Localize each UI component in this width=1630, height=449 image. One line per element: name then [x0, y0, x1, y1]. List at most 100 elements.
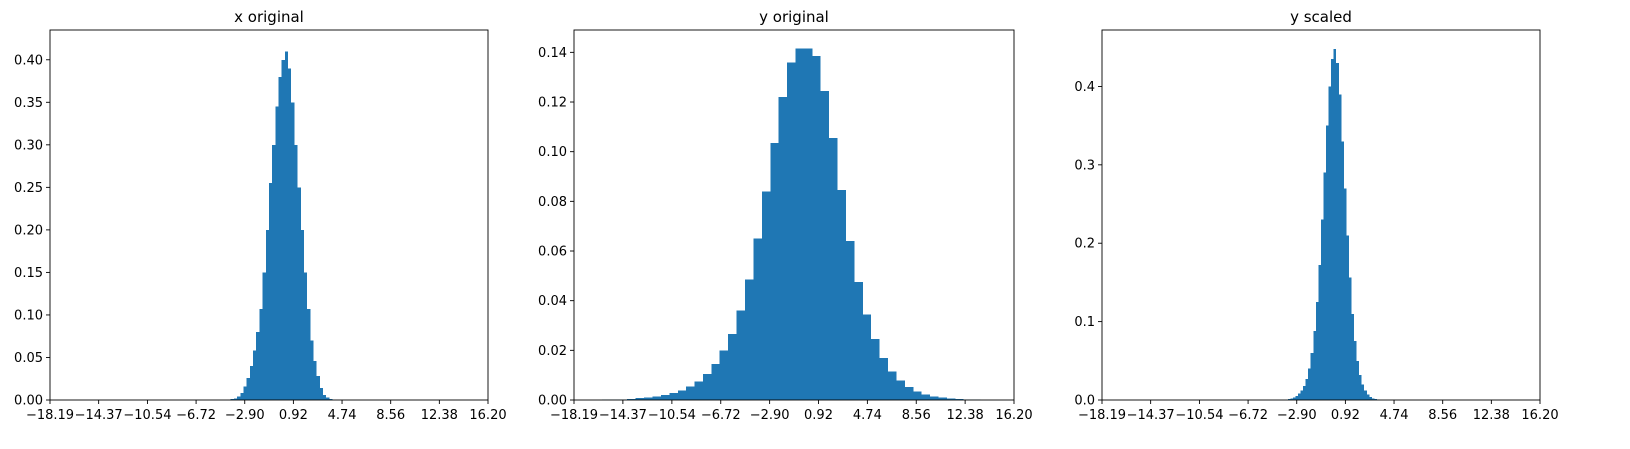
y-axis: 0.00 0.05 0.10 0.15 0.20 0.25 0.30 0.35 0.40: [14, 53, 50, 409]
histogram-bar: [284, 51, 289, 400]
histogram-bar: [837, 190, 847, 400]
histogram-bar: [921, 394, 931, 400]
histogram-bar: [1326, 125, 1329, 400]
histogram-bars: [1287, 48, 1380, 401]
histogram-bar: [262, 272, 266, 400]
y-tick-label: 0.15: [14, 266, 43, 281]
histogram-bar: [761, 191, 771, 400]
histogram-bar: [1303, 385, 1306, 400]
y-tick-label: 0.00: [538, 394, 567, 409]
x-tick-label: 8.56: [1428, 408, 1457, 423]
histogram-bar: [291, 102, 295, 400]
histogram-bar: [745, 279, 754, 400]
histogram-bar: [1361, 384, 1365, 400]
histogram-bar: [243, 386, 247, 400]
y-tick-label: 0.4: [1074, 80, 1095, 95]
histogram-bar: [300, 229, 304, 400]
histogram-panel-y-original: y original −18.19 −14.37 −10.54 −6.72 −2.90 0…: [538, 8, 1033, 423]
histogram-bar: [660, 395, 670, 400]
histogram-bar: [1310, 352, 1314, 400]
histogram-bar: [1298, 393, 1301, 400]
histogram-bar: [326, 397, 330, 400]
histogram-bar: [1366, 394, 1370, 400]
x-tick-label: −18.19: [1078, 408, 1126, 423]
histogram-bar: [1354, 341, 1357, 400]
x-tick-label: 4.74: [853, 408, 882, 423]
x-tick-label: −14.37: [75, 408, 123, 423]
histogram-bar: [259, 308, 263, 400]
histogram-bar: [812, 56, 821, 401]
y-tick-label: 0.14: [538, 46, 567, 61]
histogram-bar: [862, 314, 872, 400]
histogram-bar: [1336, 62, 1339, 400]
histogram-bar: [1364, 390, 1367, 400]
histogram-bar: [753, 238, 762, 400]
histogram-bar: [1341, 141, 1344, 401]
histogram-bar: [795, 48, 804, 401]
histogram-bar: [1308, 368, 1311, 400]
histogram-bar: [887, 371, 897, 400]
histogram-bar: [240, 393, 244, 400]
histogram-bar: [281, 59, 285, 401]
histogram-bar: [1359, 374, 1362, 400]
histogram-bar: [313, 360, 317, 400]
histogram-bar: [879, 357, 888, 400]
histogram-bar: [265, 229, 269, 400]
histogram-bar: [938, 397, 947, 400]
histogram-bar: [237, 396, 241, 400]
histogram-bar: [268, 183, 273, 400]
histogram-bar: [249, 365, 254, 400]
histogram-bar: [275, 106, 279, 400]
histogram-bar: [955, 399, 964, 400]
histogram-bar: [1315, 302, 1319, 400]
x-tick-label: 12.38: [947, 408, 984, 423]
y-tick-label: 0.06: [538, 245, 567, 260]
histogram-bar: [1300, 390, 1304, 400]
x-tick-label: −10.54: [1175, 408, 1223, 423]
x-tick-label: 0.92: [804, 408, 833, 423]
histogram-bar: [288, 68, 292, 400]
histogram-bar: [1338, 94, 1342, 400]
y-tick-label: 0.12: [538, 96, 567, 111]
histogram-bar: [702, 373, 712, 400]
y-tick-label: 0.02: [538, 344, 567, 359]
histogram-bar: [778, 97, 788, 400]
y-tick-label: 0.05: [14, 351, 43, 366]
x-tick-label: 8.56: [902, 408, 931, 423]
plot-frame: [1101, 29, 1541, 401]
y-axis: 0.0 0.1 0.2 0.3 0.4: [1074, 80, 1102, 409]
histogram-bar: [1292, 397, 1296, 400]
x-tick-label: 16.20: [469, 408, 506, 423]
x-tick-label: 16.20: [995, 408, 1032, 423]
histogram-bar: [652, 396, 661, 400]
histogram-bar: [1323, 172, 1327, 400]
x-tick-label: −10.54: [648, 408, 696, 423]
y-tick-label: 0.40: [14, 53, 43, 68]
chart-title: y scaled: [1290, 8, 1352, 26]
histogram-bar: [1351, 313, 1355, 400]
histogram-bar: [686, 386, 695, 400]
y-tick-label: 0.10: [538, 145, 567, 160]
histogram-bar: [310, 340, 314, 400]
histogram-bar: [736, 310, 746, 400]
histogram-panel-y-scaled: y scaled −18.19 −14.37 −10.54 −6.72 −2.90 0.9…: [1074, 8, 1558, 423]
histogram-bar: [323, 394, 327, 400]
x-axis: −18.19 −14.37 −10.54 −6.72 −2.90 0.92 4.74 8.56…: [1078, 400, 1559, 423]
histogram-bar: [803, 48, 813, 401]
y-tick-label: 0.0: [1074, 394, 1095, 409]
histogram-bar: [846, 241, 855, 400]
histogram-bar: [316, 376, 320, 400]
histogram-bar: [1290, 398, 1293, 400]
histogram-bar: [770, 142, 779, 400]
x-axis: −18.19 −14.37 −10.54 −6.72 −2.90 0.92 4.74 8.56…: [550, 400, 1033, 423]
histogram-bar: [627, 398, 636, 400]
x-tick-label: −14.37: [1127, 408, 1175, 423]
x-tick-label: 8.56: [376, 408, 405, 423]
x-tick-label: −2.90: [1277, 408, 1317, 423]
chart-title: y original: [759, 8, 829, 26]
x-tick-label: 12.38: [421, 408, 458, 423]
x-tick-label: −18.19: [550, 408, 598, 423]
histogram-bar: [256, 331, 260, 400]
histogram-bar: [1305, 378, 1309, 400]
